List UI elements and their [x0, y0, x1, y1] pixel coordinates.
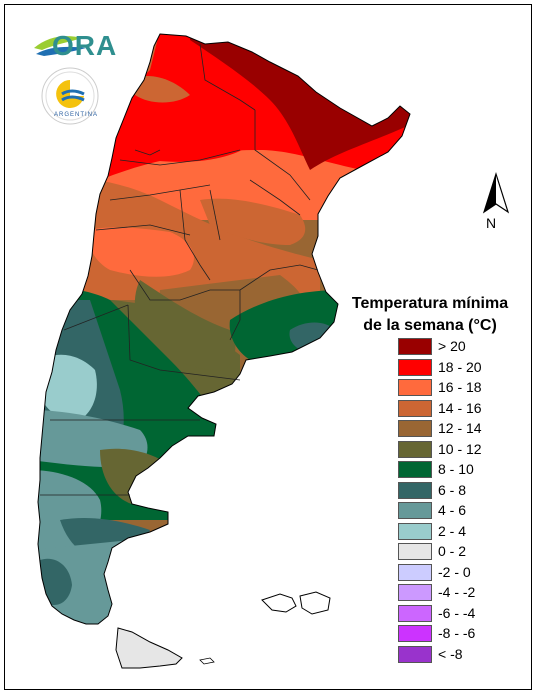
legend-label: > 20 [438, 338, 466, 354]
legend-swatch [398, 399, 432, 417]
legend-swatch [398, 522, 432, 540]
legend-label: 12 - 14 [438, 420, 482, 436]
ora-leaf-icon [34, 36, 86, 56]
legend-label: -6 - -4 [438, 604, 476, 621]
legend-swatch [398, 625, 432, 642]
legend-item: 8 - 10 [398, 460, 528, 481]
seal-label: ARGENTINA [54, 112, 99, 118]
legend-swatch [398, 543, 432, 560]
legend-swatch [398, 584, 432, 601]
legend-item: -4 - -2 [398, 583, 528, 604]
legend-swatch [398, 563, 432, 581]
legend-title: Temperatura mínima de la semana (°C) [330, 293, 530, 337]
legend-item: -6 - -4 [398, 604, 528, 625]
legend-label: -8 - -6 [438, 625, 476, 641]
legend-swatch [398, 338, 432, 355]
legend-swatch [398, 502, 432, 519]
legend-label: 0 - 2 [438, 543, 467, 559]
seal-icon [41, 67, 99, 125]
legend-item: 14 - 16 [398, 399, 528, 420]
legend-item: -8 - -6 [398, 624, 528, 645]
legend-item: 18 - 20 [398, 358, 528, 379]
legend-swatch [398, 379, 432, 396]
legend-item: 16 - 18 [398, 378, 528, 399]
legend: > 20 18 - 20 16 - 18 14 - 16 12 - 14 10 … [398, 337, 528, 665]
legend-swatch [398, 604, 432, 622]
legend-item: 0 - 2 [398, 542, 528, 563]
legend-item: 2 - 4 [398, 522, 528, 543]
legend-label: 6 - 8 [438, 481, 467, 498]
tierra-del-fuego [115, 627, 183, 669]
legend-label: 2 - 4 [438, 522, 467, 539]
legend-item: 4 - 6 [398, 501, 528, 522]
legend-swatch [398, 645, 432, 663]
north-letter: N [486, 215, 497, 231]
legend-swatch [398, 420, 432, 437]
legend-item: < -8 [398, 645, 528, 666]
malvinas-islands [261, 591, 331, 615]
legend-label: 10 - 12 [438, 440, 482, 457]
legend-item: 6 - 8 [398, 481, 528, 502]
legend-label: -2 - 0 [438, 563, 471, 580]
legend-item: -2 - 0 [398, 563, 528, 584]
legend-label: 14 - 16 [438, 399, 482, 416]
legend-label: 8 - 10 [438, 461, 474, 477]
north-arrow-icon [482, 172, 510, 214]
legend-swatch [398, 481, 432, 499]
legend-label: -4 - -2 [438, 584, 476, 600]
legend-item: > 20 [398, 337, 528, 358]
legend-label: 4 - 6 [438, 502, 467, 518]
ora-text: ORA [52, 30, 118, 61]
legend-swatch [398, 358, 432, 376]
province-boundaries [40, 43, 319, 496]
legend-item: 10 - 12 [398, 440, 528, 461]
legend-swatch [398, 461, 432, 478]
legend-label: 18 - 20 [438, 358, 482, 375]
legend-label: < -8 [438, 645, 463, 662]
legend-label: 16 - 18 [438, 379, 482, 395]
legend-title-line2: de la semana (°C) [363, 317, 497, 334]
legend-swatch [398, 440, 432, 458]
legend-title-line1: Temperatura mínima [351, 295, 509, 312]
legend-item: 12 - 14 [398, 419, 528, 440]
